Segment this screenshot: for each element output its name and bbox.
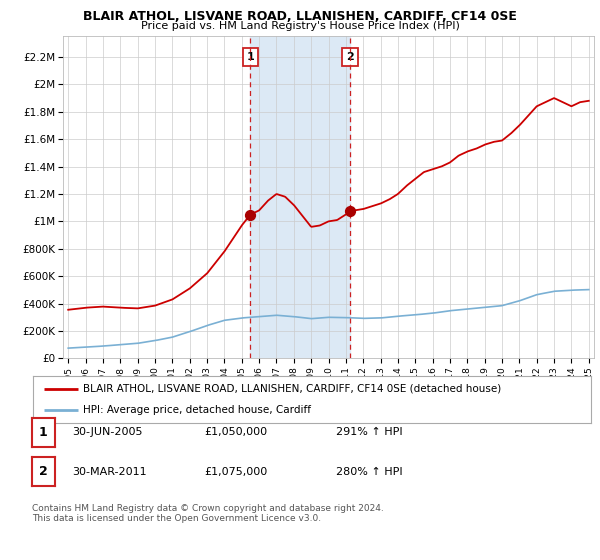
Text: 30-JUN-2005: 30-JUN-2005 (72, 427, 143, 437)
Point (245, 210, 255, 219)
Text: Contains HM Land Registry data © Crown copyright and database right 2024.: Contains HM Land Registry data © Crown c… (32, 504, 383, 513)
Text: 2: 2 (346, 52, 354, 62)
Text: BLAIR ATHOL, LISVANE ROAD, LLANISHEN, CARDIFF, CF14 0SE: BLAIR ATHOL, LISVANE ROAD, LLANISHEN, CA… (83, 10, 517, 23)
Text: 1: 1 (247, 52, 254, 62)
Text: 1: 1 (39, 426, 47, 439)
Text: 291% ↑ HPI: 291% ↑ HPI (336, 427, 403, 437)
Text: HPI: Average price, detached house, Cardiff: HPI: Average price, detached house, Card… (83, 405, 311, 416)
Text: 2: 2 (39, 465, 47, 478)
Text: Price paid vs. HM Land Registry's House Price Index (HPI): Price paid vs. HM Land Registry's House … (140, 21, 460, 31)
Bar (250, 36, 350, 358)
Text: £1,050,000: £1,050,000 (204, 427, 267, 437)
Text: 30-MAR-2011: 30-MAR-2011 (72, 466, 146, 477)
Text: 280% ↑ HPI: 280% ↑ HPI (336, 466, 403, 477)
Point (346, 207, 355, 216)
Text: This data is licensed under the Open Government Licence v3.0.: This data is licensed under the Open Gov… (32, 514, 321, 523)
Text: BLAIR ATHOL, LISVANE ROAD, LLANISHEN, CARDIFF, CF14 0SE (detached house): BLAIR ATHOL, LISVANE ROAD, LLANISHEN, CA… (83, 384, 502, 394)
Text: £1,075,000: £1,075,000 (204, 466, 267, 477)
